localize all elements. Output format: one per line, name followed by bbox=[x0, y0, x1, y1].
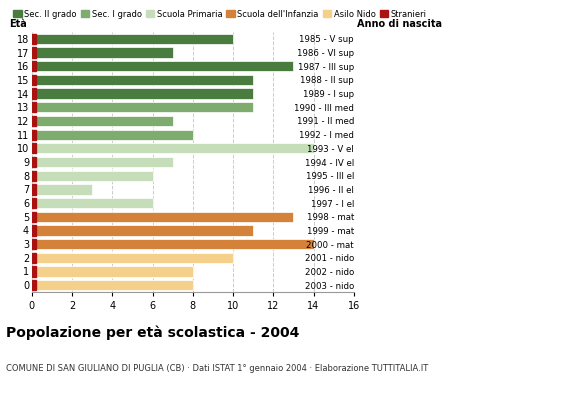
Bar bbox=[32, 198, 37, 208]
Bar bbox=[32, 266, 37, 277]
Legend: Sec. II grado, Sec. I grado, Scuola Primaria, Scuola dell'Infanzia, Asilo Nido, : Sec. II grado, Sec. I grado, Scuola Prim… bbox=[10, 6, 430, 22]
Bar bbox=[32, 61, 37, 71]
Bar bbox=[32, 47, 37, 58]
Bar bbox=[32, 225, 37, 236]
Text: COMUNE DI SAN GIULIANO DI PUGLIA (CB) · Dati ISTAT 1° gennaio 2004 · Elaborazion: COMUNE DI SAN GIULIANO DI PUGLIA (CB) · … bbox=[6, 364, 428, 373]
Text: Anno di nascita: Anno di nascita bbox=[357, 19, 442, 29]
Bar bbox=[32, 198, 153, 208]
Bar bbox=[32, 157, 173, 167]
Bar bbox=[32, 239, 37, 249]
Bar bbox=[32, 266, 193, 277]
Bar bbox=[32, 34, 233, 44]
Bar bbox=[32, 143, 314, 154]
Bar bbox=[32, 88, 253, 99]
Bar bbox=[32, 212, 293, 222]
Bar bbox=[32, 102, 37, 112]
Bar bbox=[32, 184, 92, 194]
Bar bbox=[32, 88, 37, 99]
Bar bbox=[32, 61, 293, 71]
Bar bbox=[32, 143, 37, 154]
Bar bbox=[32, 225, 253, 236]
Bar bbox=[32, 212, 37, 222]
Bar bbox=[32, 239, 314, 249]
Text: Età: Età bbox=[9, 19, 27, 29]
Bar bbox=[32, 75, 253, 85]
Bar bbox=[32, 253, 37, 263]
Bar bbox=[32, 280, 37, 290]
Bar bbox=[32, 116, 173, 126]
Bar bbox=[32, 130, 193, 140]
Bar bbox=[32, 47, 173, 58]
Bar bbox=[32, 253, 233, 263]
Bar bbox=[32, 280, 193, 290]
Bar bbox=[32, 157, 37, 167]
Text: Popolazione per età scolastica - 2004: Popolazione per età scolastica - 2004 bbox=[6, 326, 299, 340]
Bar bbox=[32, 34, 37, 44]
Bar bbox=[32, 170, 37, 181]
Bar bbox=[32, 184, 37, 194]
Bar bbox=[32, 116, 37, 126]
Bar bbox=[32, 102, 253, 112]
Bar bbox=[32, 75, 37, 85]
Bar bbox=[32, 130, 37, 140]
Bar bbox=[32, 170, 153, 181]
